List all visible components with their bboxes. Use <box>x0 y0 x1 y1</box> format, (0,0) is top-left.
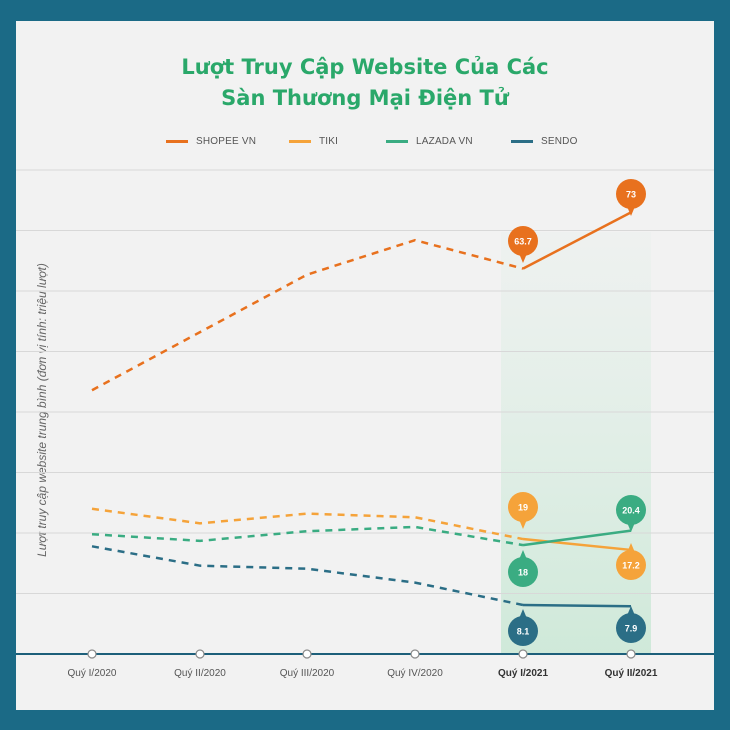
legend-swatch <box>386 140 408 143</box>
legend-label: LAZADA VN <box>416 136 473 147</box>
series-line-dashed <box>91 525 524 547</box>
label-bubble <box>616 179 646 209</box>
x-tick-marker <box>87 649 97 659</box>
x-tick-marker <box>302 649 312 659</box>
footer-strip <box>0 710 730 730</box>
data-label: 19 <box>518 503 528 513</box>
x-tick-marker <box>518 649 528 659</box>
label-bubble <box>508 557 538 587</box>
series-line-solid <box>522 529 632 547</box>
chart-title: Lượt Truy Cập Website Của Các Sàn Thương… <box>16 52 714 114</box>
x-tick-marker <box>195 649 205 659</box>
chart-title-line-2: Sàn Thương Mại Điện Tử <box>221 86 509 110</box>
series-line-solid <box>522 603 632 608</box>
legend-item-tiki: TIKI <box>289 136 338 147</box>
data-label: 18 <box>518 568 528 578</box>
highlight-band <box>501 232 651 654</box>
data-label: 17.2 <box>622 561 640 571</box>
x-tick-label: Quý IV/2020 <box>387 668 443 679</box>
data-label: 8.1 <box>517 627 530 637</box>
series-line-dashed <box>91 238 524 392</box>
label-bubble <box>616 550 646 580</box>
x-tick-label: Quý I/2021 <box>498 668 548 679</box>
x-tick-label: Quý III/2020 <box>280 668 335 679</box>
series-line-solid <box>522 537 632 552</box>
legend-item-shopee: SHOPEE VN <box>166 136 256 147</box>
label-bubble <box>508 226 538 256</box>
legend-label: SHOPEE VN <box>196 136 257 147</box>
x-tick-label: Quý II/2021 <box>605 668 658 679</box>
series-line-dashed <box>91 545 524 607</box>
data-label: 20.4 <box>622 506 640 516</box>
x-tick-marker <box>410 649 420 659</box>
legend: SHOPEE VN TIKI LAZADA VN SENDO <box>16 136 714 152</box>
chart-title-line-1: Lượt Truy Cập Website Của Các <box>181 55 549 79</box>
label-bubble <box>616 495 646 525</box>
legend-item-lazada: LAZADA VN <box>386 136 473 147</box>
legend-swatch <box>166 140 188 143</box>
label-bubble <box>508 616 538 646</box>
data-label: 63.7 <box>514 237 532 247</box>
legend-swatch <box>511 140 533 143</box>
legend-label: SENDO <box>541 136 578 147</box>
x-tick-marker <box>626 649 636 659</box>
x-tick-label: Quý I/2020 <box>68 668 117 679</box>
data-label: 7.9 <box>625 624 638 634</box>
x-tick-label: Quý II/2020 <box>174 668 226 679</box>
label-bubble <box>508 492 538 522</box>
series-line-solid <box>522 211 632 270</box>
legend-label: TIKI <box>319 136 339 147</box>
legend-item-sendo: SENDO <box>511 136 578 147</box>
data-label: 73 <box>626 190 636 200</box>
label-bubble <box>616 613 646 643</box>
legend-swatch <box>289 140 311 143</box>
